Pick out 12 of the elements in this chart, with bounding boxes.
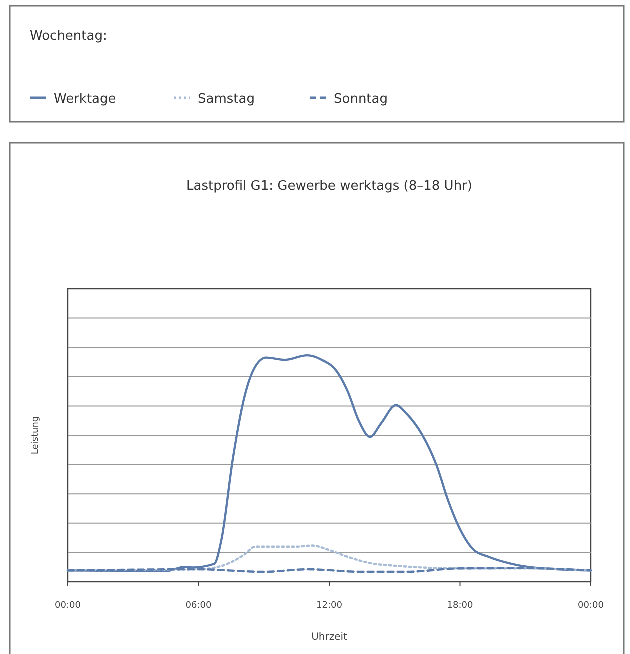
chart-title: Lastprofil G1: Gewerbe werktags (8–18 Uhr) — [186, 179, 472, 194]
x-tick-label: 18:00 — [447, 601, 474, 611]
y-axis-title: Leistung — [31, 416, 41, 455]
x-axis-title: Uhrzeit — [312, 632, 348, 643]
legend-label: Sonntag — [334, 92, 388, 107]
x-tick-label: 00:00 — [55, 601, 82, 611]
x-tick-label: 00:00 — [578, 601, 604, 611]
legend-label: Samstag — [198, 92, 255, 107]
legend-label: Werktage — [54, 92, 116, 107]
x-tick-label: 12:00 — [316, 601, 343, 611]
legend-title: Wochentag: — [30, 29, 108, 44]
x-tick-label: 06:00 — [186, 601, 212, 611]
